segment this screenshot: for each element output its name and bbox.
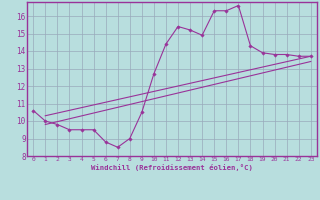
- X-axis label: Windchill (Refroidissement éolien,°C): Windchill (Refroidissement éolien,°C): [91, 164, 253, 171]
